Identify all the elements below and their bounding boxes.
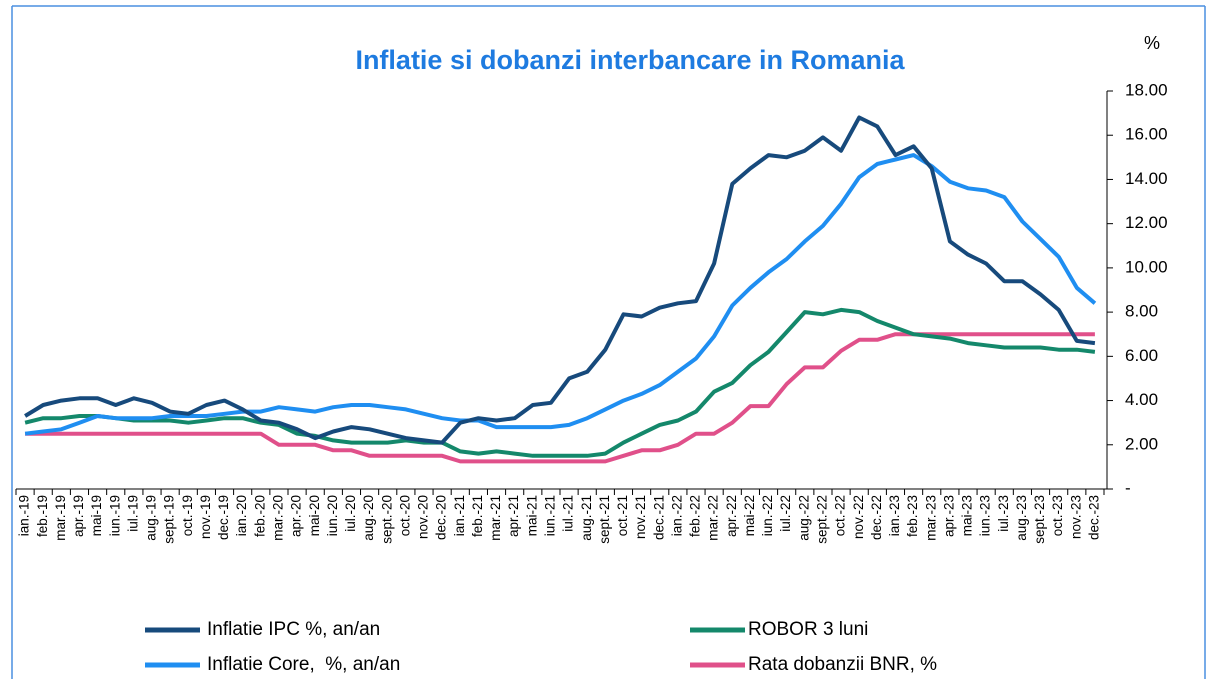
series-line bbox=[24, 307, 1096, 458]
x-tick-label: aug.-19 bbox=[144, 495, 159, 541]
x-tick-label: dec.-19 bbox=[216, 495, 231, 540]
x-tick-label: sept.-23 bbox=[1032, 495, 1047, 544]
x-tick-label: mar.-23 bbox=[923, 495, 938, 541]
x-tick-label: mai-23 bbox=[960, 495, 975, 536]
x-tick-label: apr.-21 bbox=[506, 495, 521, 537]
series-line bbox=[24, 115, 1096, 445]
x-tick-label: mar.-20 bbox=[270, 495, 285, 541]
x-tick-label: iul.-23 bbox=[996, 495, 1011, 532]
x-tick-label: iul.-22 bbox=[778, 495, 793, 532]
x-tick-label: aug.-20 bbox=[361, 495, 376, 541]
x-tick-label: oct.-22 bbox=[833, 495, 848, 536]
x-tick-label: iul.-20 bbox=[343, 495, 358, 532]
x-tick-label: sept.-21 bbox=[597, 495, 612, 544]
x-tick-label: ian.-19 bbox=[17, 495, 32, 536]
y-tick-label: - bbox=[1125, 478, 1131, 497]
x-tick-label: dec.-23 bbox=[1086, 495, 1101, 540]
y-tick-label: 2.00 bbox=[1125, 434, 1158, 453]
x-tick-label: nov.-19 bbox=[198, 495, 213, 539]
y-tick-label: 8.00 bbox=[1125, 302, 1158, 321]
x-tick-label: ian.-22 bbox=[669, 495, 684, 536]
legend-label: Inflatie Core, %, an/an bbox=[207, 654, 400, 675]
y-tick-label: 18.00 bbox=[1125, 80, 1168, 99]
x-tick-label: iul.-19 bbox=[125, 495, 140, 532]
x-tick-label: feb.-21 bbox=[470, 495, 485, 537]
x-tick-label: feb.-20 bbox=[252, 495, 267, 537]
x-tick-label: aug.-22 bbox=[796, 495, 811, 541]
y-tick-label: 16.00 bbox=[1125, 125, 1168, 144]
series-line bbox=[24, 153, 1097, 436]
y-tick-label: 4.00 bbox=[1125, 390, 1158, 409]
y-tick-label: 10.00 bbox=[1125, 257, 1168, 276]
legend-label: ROBOR 3 luni bbox=[748, 619, 868, 640]
x-tick-label: oct.-23 bbox=[1050, 495, 1065, 536]
x-tick-label: oct.-21 bbox=[615, 495, 630, 536]
x-tick-label: mai-22 bbox=[742, 495, 757, 536]
x-tick-label: oct.-20 bbox=[397, 495, 412, 536]
x-tick-label: iun.-20 bbox=[325, 495, 340, 536]
x-tick-label: mar.-19 bbox=[53, 495, 68, 541]
y-tick-label: 14.00 bbox=[1125, 169, 1168, 188]
x-tick-label: apr.-22 bbox=[724, 495, 739, 537]
x-tick-label: feb.-23 bbox=[905, 495, 920, 537]
x-tick-label: ian.-23 bbox=[887, 495, 902, 536]
x-tick-label: ian.-21 bbox=[452, 495, 467, 536]
x-tick-label: iul.-21 bbox=[561, 495, 576, 532]
y-tick-label: 12.00 bbox=[1125, 213, 1168, 232]
x-tick-label: iun.-22 bbox=[760, 495, 775, 536]
chart-title: Inflatie si dobanzi interbancare in Roma… bbox=[355, 45, 905, 75]
x-tick-label: aug.-21 bbox=[579, 495, 594, 541]
x-tick-label: mar.-22 bbox=[706, 495, 721, 541]
x-tick-label: apr.-19 bbox=[71, 495, 86, 537]
x-tick-label: iun.-23 bbox=[978, 495, 993, 536]
y-tick-label: 6.00 bbox=[1125, 346, 1158, 365]
x-tick-label: sept.-19 bbox=[162, 495, 177, 544]
x-tick-label: dec.-22 bbox=[869, 495, 884, 540]
x-tick-label: nov.-22 bbox=[851, 495, 866, 539]
x-tick-label: apr.-23 bbox=[941, 495, 956, 537]
x-tick-label: mai-21 bbox=[524, 495, 539, 536]
x-tick-label: sept.-20 bbox=[379, 495, 394, 544]
x-tick-label: nov.-20 bbox=[416, 495, 431, 539]
x-tick-label: nov.-21 bbox=[633, 495, 648, 539]
x-tick-label: sept.-22 bbox=[814, 495, 829, 544]
x-tick-label: mai-20 bbox=[307, 495, 322, 536]
x-tick-label: mar.-21 bbox=[488, 495, 503, 541]
x-tick-label: iun.-21 bbox=[542, 495, 557, 536]
y-axis-label: % bbox=[1144, 33, 1160, 53]
x-tick-label: iun.-19 bbox=[107, 495, 122, 536]
x-tick-label: nov.-23 bbox=[1068, 495, 1083, 539]
legend-label: Rata dobanzii BNR, % bbox=[748, 654, 937, 675]
legend-label: Inflatie IPC %, an/an bbox=[207, 619, 380, 640]
x-tick-label: ian.-20 bbox=[234, 495, 249, 536]
x-tick-label: feb.-19 bbox=[35, 495, 50, 537]
x-tick-label: apr.-20 bbox=[289, 495, 304, 537]
x-tick-label: feb.-22 bbox=[688, 495, 703, 537]
x-tick-label: aug.-23 bbox=[1014, 495, 1029, 541]
x-tick-label: dec.-21 bbox=[651, 495, 666, 540]
series-line bbox=[25, 332, 1095, 464]
x-tick-label: mai-19 bbox=[89, 495, 104, 536]
x-tick-label: oct.-19 bbox=[180, 495, 195, 536]
x-tick-label: dec.-20 bbox=[434, 495, 449, 540]
